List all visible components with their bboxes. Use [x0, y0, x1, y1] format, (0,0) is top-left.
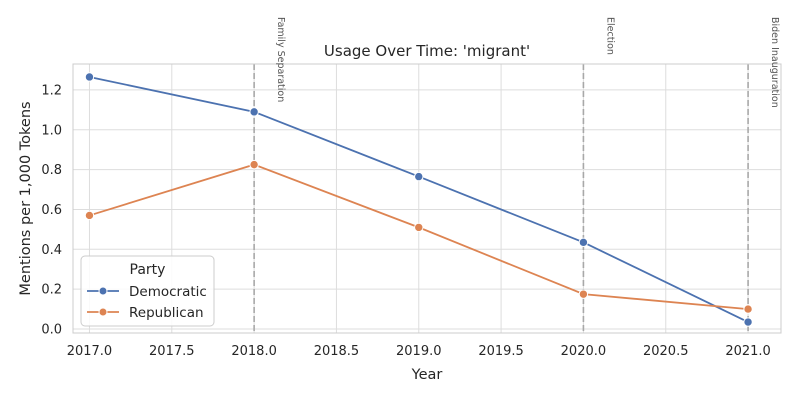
- series: [84, 159, 753, 314]
- y-tick-label: 0.6: [41, 203, 62, 218]
- legend-swatch-marker: [98, 307, 108, 317]
- x-axis-ticks: 2017.0 2017.5 2018.0 2018.5 2019.0 2019.5 2020…: [67, 344, 771, 359]
- series-group: [84, 72, 753, 327]
- y-tick-label: 1.0: [41, 123, 62, 138]
- x-tick-label: 2017.0: [67, 344, 113, 359]
- data-point: [84, 72, 95, 82]
- legend-title: Party: [130, 262, 166, 278]
- data-point: [249, 159, 259, 170]
- annotation-label: Biden Inauguration: [769, 17, 780, 108]
- legend-label: Democratic: [129, 284, 207, 300]
- x-tick-label: 2017.5: [149, 344, 195, 359]
- x-tick-label: 2020.5: [643, 344, 689, 359]
- series: [84, 72, 753, 327]
- legend-item: Democratic: [87, 284, 207, 300]
- data-point: [414, 222, 424, 233]
- chart-title: Usage Over Time: 'migrant': [324, 42, 530, 60]
- legend-label: Republican: [129, 305, 204, 321]
- data-point: [743, 304, 753, 314]
- data-point: [578, 289, 589, 299]
- y-tick-label: 0.2: [41, 283, 62, 298]
- x-tick-label: 2018.5: [314, 344, 360, 359]
- y-tick-label: 0.8: [41, 163, 62, 178]
- x-tick-label: 2018.0: [231, 344, 277, 359]
- legend-box: [80, 255, 215, 327]
- legend-swatch-marker: [98, 286, 108, 296]
- annotation-label: Election: [604, 17, 615, 55]
- x-tick-label: 2019.0: [396, 344, 442, 359]
- y-tick-label: 0.0: [41, 323, 62, 338]
- y-axis-ticks: 0.0 0.2 0.4 0.6 0.8 1.0 1.2: [41, 83, 62, 337]
- legend-item: Republican: [87, 305, 204, 321]
- legend-items: Democratic Republican: [87, 284, 207, 321]
- x-tick-label: 2020.0: [561, 344, 607, 359]
- plot-area-frame: [72, 63, 782, 334]
- legend: Party Democratic Republican: [80, 255, 215, 327]
- data-point: [414, 171, 424, 182]
- annotation-label: Family Separation: [275, 17, 286, 102]
- data-point: [743, 317, 753, 327]
- data-point: [578, 237, 589, 248]
- x-tick-label: 2021.0: [725, 344, 771, 359]
- y-axis-label: Mentions per 1,000 Tokens: [18, 101, 34, 295]
- data-point: [249, 107, 259, 117]
- data-point: [84, 210, 95, 221]
- x-tick-label: 2019.5: [478, 344, 524, 359]
- x-axis-label: Year: [411, 367, 443, 383]
- y-tick-label: 1.2: [41, 83, 62, 98]
- annotation-labels: Family Separation Election Biden Inaugurat…: [275, 17, 780, 108]
- y-tick-label: 0.4: [41, 243, 62, 258]
